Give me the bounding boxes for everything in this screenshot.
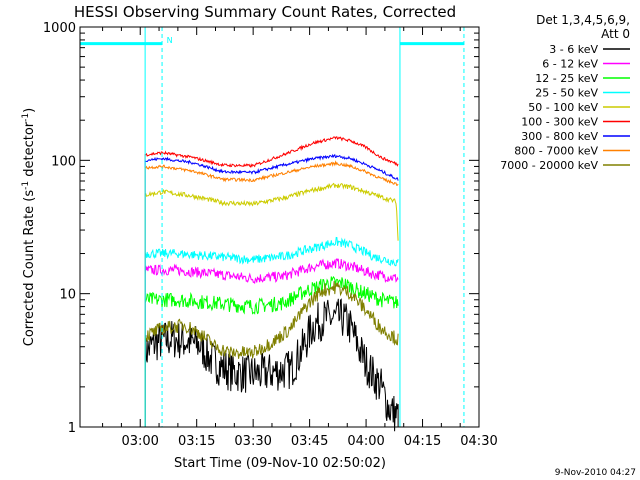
footer-timestamp: 9-Nov-2010 04:27 bbox=[555, 468, 636, 478]
x-tick-label: 03:45 bbox=[291, 434, 328, 449]
y-tick-label: 1000 bbox=[43, 21, 76, 36]
legend: Det 1,3,4,5,6,9, Att 0 3 - 6 keV 6 - 12 k… bbox=[500, 13, 630, 172]
series-line bbox=[144, 275, 399, 427]
y-axis-label-sup1: -1 bbox=[21, 181, 31, 190]
legend-label: 12 - 25 keV bbox=[535, 72, 598, 85]
chart-title: HESSI Observing Summary Count Rates, Cor… bbox=[74, 3, 456, 21]
legend-label: 25 - 50 keV bbox=[535, 87, 598, 100]
plot-frame bbox=[79, 26, 480, 428]
legend-label: 300 - 800 keV bbox=[521, 130, 598, 143]
x-axis: 03:00 03:15 03:30 03:45 04:00 04:15 04:30 bbox=[102, 27, 498, 449]
x-tick-label: 04:00 bbox=[347, 434, 384, 449]
x-tick-label: 04:30 bbox=[460, 434, 497, 449]
series-line bbox=[144, 298, 399, 432]
legend-label: 100 - 300 keV bbox=[521, 116, 598, 129]
y-axis-label-main: Corrected Count Rate (s bbox=[22, 190, 37, 347]
x-axis-label: Start Time (09-Nov-10 02:50:02) bbox=[174, 456, 386, 471]
marker-layer: N bbox=[80, 27, 465, 427]
legend-label: 800 - 7000 keV bbox=[514, 145, 598, 158]
y-axis-label-end: ) bbox=[22, 108, 37, 113]
y-axis: 1 10 100 1000 bbox=[43, 21, 479, 436]
y-axis-label: Corrected Count Rate (s-1 detector-1) bbox=[21, 108, 37, 346]
x-tick-label: 03:00 bbox=[121, 434, 158, 449]
legend-label: 6 - 12 keV bbox=[542, 58, 598, 71]
y-tick-label: 1 bbox=[68, 421, 76, 436]
series-line bbox=[144, 160, 399, 427]
series-line bbox=[144, 136, 399, 427]
series-line bbox=[144, 153, 399, 427]
x-tick-label: 03:30 bbox=[234, 434, 271, 449]
flag-label: N bbox=[167, 36, 173, 45]
y-axis-label-sup2: -1 bbox=[21, 113, 31, 122]
series-line bbox=[144, 236, 399, 427]
y-tick-label: 10 bbox=[59, 288, 76, 303]
x-tick-label: 04:15 bbox=[404, 434, 441, 449]
series-layer bbox=[144, 136, 399, 432]
series-line bbox=[144, 258, 399, 427]
y-axis-label-mid: detector bbox=[22, 121, 37, 181]
legend-label: 7000 - 20000 keV bbox=[500, 159, 598, 172]
legend-header-line1: Det 1,3,4,5,6,9, bbox=[536, 13, 630, 27]
series-line bbox=[144, 182, 399, 427]
y-tick-label: 100 bbox=[51, 154, 76, 169]
legend-label: 50 - 100 keV bbox=[528, 101, 598, 114]
series-line bbox=[144, 281, 399, 427]
legend-label: 3 - 6 keV bbox=[549, 43, 598, 56]
plot-area: N bbox=[79, 26, 480, 432]
x-tick-label: 03:15 bbox=[178, 434, 215, 449]
legend-header-line2: Att 0 bbox=[601, 27, 630, 41]
